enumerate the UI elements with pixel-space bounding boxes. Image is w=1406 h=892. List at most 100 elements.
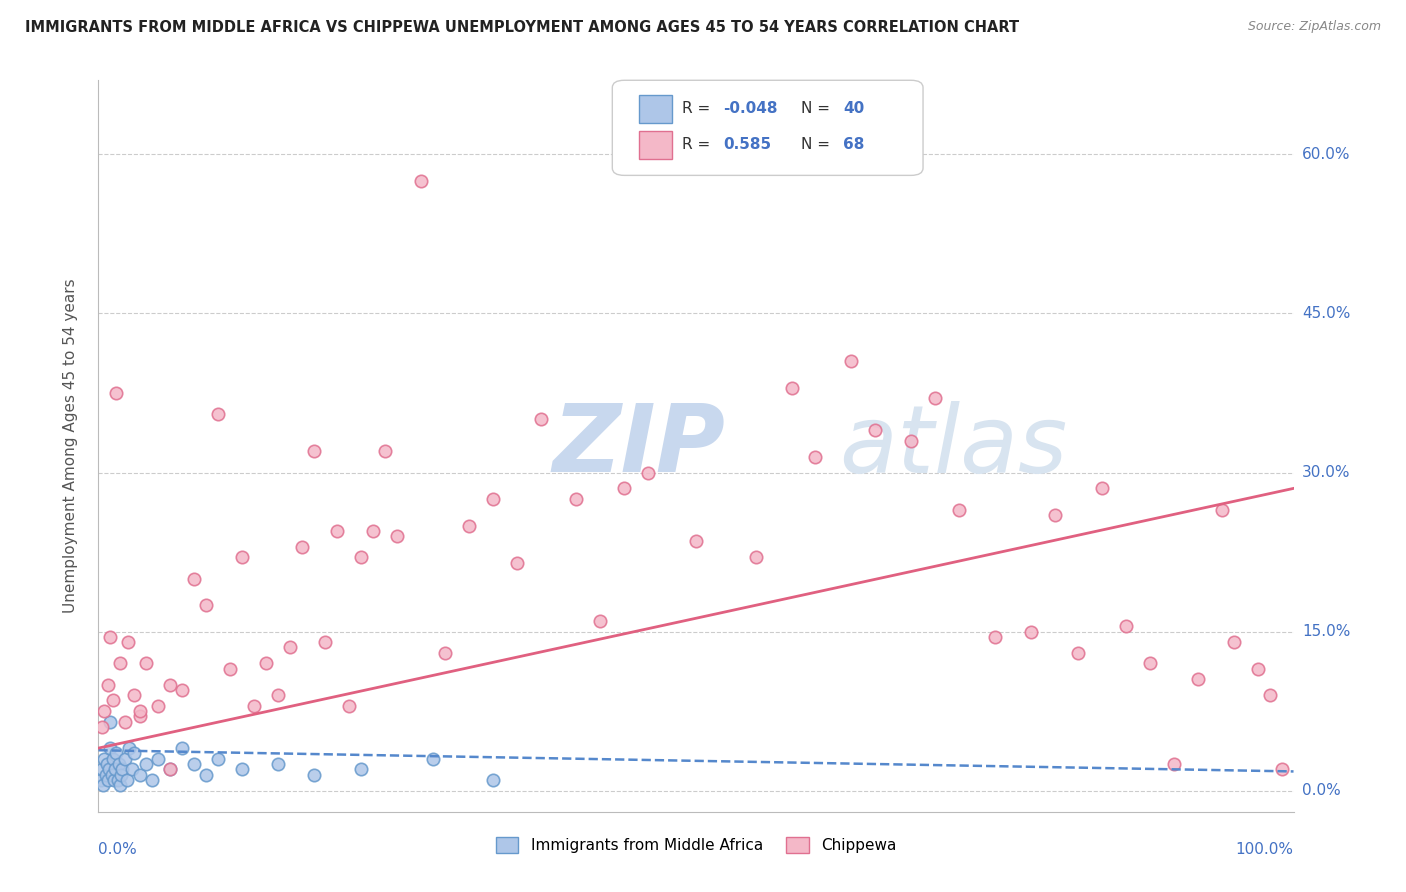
Point — [780, 381, 803, 395]
Point — [93, 752, 115, 766]
Point — [231, 762, 253, 776]
Point — [91, 778, 114, 792]
Text: 0.585: 0.585 — [724, 137, 772, 153]
Point — [121, 762, 143, 776]
Text: ZIP: ZIP — [553, 400, 725, 492]
Point — [302, 444, 325, 458]
Point — [98, 630, 122, 644]
Point — [1115, 619, 1137, 633]
Text: R =: R = — [682, 137, 714, 153]
Point — [97, 677, 120, 691]
Point — [1258, 688, 1281, 702]
Point — [350, 550, 373, 565]
Point — [183, 757, 205, 772]
Point — [434, 646, 457, 660]
Point — [207, 752, 229, 766]
Text: 30.0%: 30.0% — [1302, 465, 1350, 480]
Point — [302, 767, 325, 781]
Point — [107, 757, 129, 772]
Point — [363, 524, 385, 538]
Point — [243, 698, 266, 713]
Point — [1163, 757, 1185, 772]
Point — [105, 386, 128, 401]
Point — [195, 767, 218, 781]
Text: -0.048: -0.048 — [724, 102, 778, 116]
Legend: Immigrants from Middle Africa, Chippewa: Immigrants from Middle Africa, Chippewa — [489, 830, 903, 859]
Point — [613, 482, 636, 496]
Point — [1091, 482, 1114, 496]
FancyBboxPatch shape — [638, 131, 672, 159]
Point — [948, 502, 970, 516]
Point — [172, 682, 194, 697]
FancyBboxPatch shape — [613, 80, 922, 176]
Text: 45.0%: 45.0% — [1302, 306, 1350, 321]
Point — [1271, 762, 1294, 776]
Point — [385, 529, 409, 543]
Point — [124, 688, 146, 702]
Text: IMMIGRANTS FROM MIDDLE AFRICA VS CHIPPEWA UNEMPLOYMENT AMONG AGES 45 TO 54 YEARS: IMMIGRANTS FROM MIDDLE AFRICA VS CHIPPEW… — [25, 20, 1019, 35]
Point — [1139, 657, 1161, 671]
Point — [93, 704, 115, 718]
Text: 68: 68 — [844, 137, 865, 153]
Point — [278, 640, 301, 655]
Point — [91, 762, 114, 776]
Point — [129, 704, 152, 718]
Point — [900, 434, 922, 448]
Point — [458, 518, 481, 533]
Point — [94, 767, 117, 781]
Point — [267, 757, 290, 772]
Point — [90, 772, 112, 787]
Text: 0.0%: 0.0% — [1302, 783, 1340, 798]
Point — [159, 677, 181, 691]
Point — [565, 491, 588, 506]
Point — [231, 550, 253, 565]
Point — [98, 762, 121, 776]
Point — [207, 407, 229, 421]
Point — [1223, 635, 1246, 649]
Point — [315, 635, 337, 649]
Point — [481, 772, 505, 787]
Point — [118, 741, 141, 756]
Point — [1211, 502, 1233, 516]
Point — [924, 392, 946, 406]
Point — [374, 444, 396, 458]
Point — [141, 772, 163, 787]
Point — [984, 630, 1007, 644]
Point — [135, 657, 157, 671]
Point — [745, 550, 768, 565]
Point — [103, 772, 125, 787]
Point — [411, 174, 433, 188]
Point — [254, 657, 277, 671]
Text: 60.0%: 60.0% — [1302, 147, 1350, 162]
Point — [865, 423, 887, 437]
Point — [97, 772, 120, 787]
Point — [101, 693, 124, 707]
Text: 0.0%: 0.0% — [98, 842, 138, 857]
Text: atlas: atlas — [839, 401, 1067, 491]
Point — [195, 598, 218, 612]
Point — [841, 354, 863, 368]
Point — [117, 635, 139, 649]
Point — [172, 741, 194, 756]
Point — [326, 524, 349, 538]
Point — [637, 466, 659, 480]
Point — [129, 709, 152, 723]
Point — [422, 752, 444, 766]
Text: N =: N = — [801, 102, 835, 116]
Point — [1067, 646, 1090, 660]
Point — [148, 752, 170, 766]
Point — [291, 540, 314, 554]
Point — [685, 534, 707, 549]
Text: 40: 40 — [844, 102, 865, 116]
Y-axis label: Unemployment Among Ages 45 to 54 years: Unemployment Among Ages 45 to 54 years — [63, 278, 77, 614]
Point — [98, 714, 122, 729]
Point — [114, 752, 136, 766]
Point — [530, 412, 553, 426]
Point — [589, 614, 612, 628]
Text: 15.0%: 15.0% — [1302, 624, 1350, 639]
Point — [1187, 672, 1209, 686]
Point — [1019, 624, 1042, 639]
Point — [183, 572, 205, 586]
Point — [148, 698, 170, 713]
Point — [115, 772, 138, 787]
